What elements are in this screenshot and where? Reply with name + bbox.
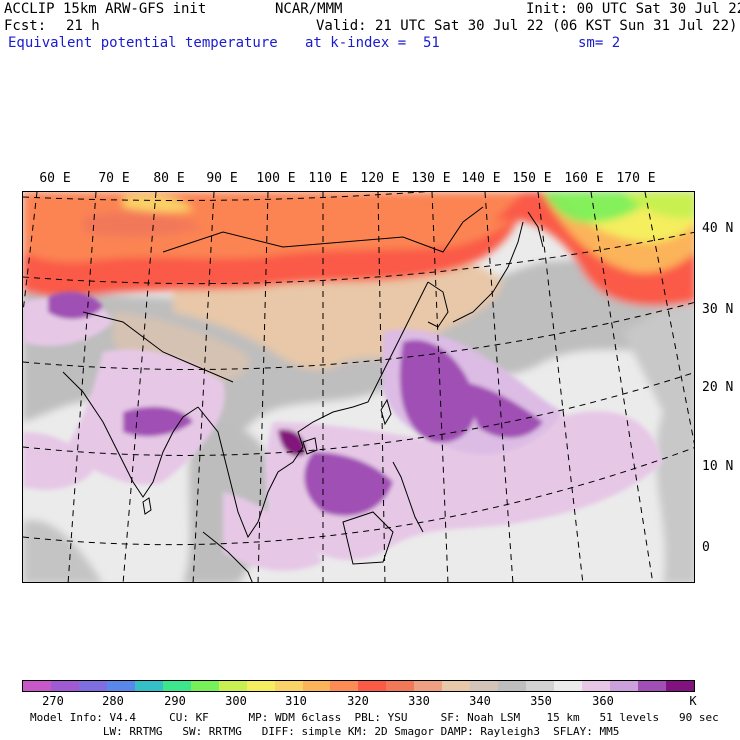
lavender-arabian (23, 432, 93, 490)
colorbar-swatch (106, 681, 135, 691)
colorbar-swatch (50, 681, 79, 691)
philippines (392, 461, 424, 533)
sumatra (202, 531, 253, 582)
colorbar-swatch (190, 681, 219, 691)
colorbar-swatch (442, 681, 471, 691)
border-china-north (162, 206, 484, 253)
high-theta-e-areas (23, 291, 663, 571)
colorbar-unit: K (689, 694, 697, 708)
meridian-60e (23, 192, 38, 313)
smoothing-info: sm= 2 (578, 35, 621, 51)
lat-label: 40 N (702, 221, 734, 236)
colorbar-swatch (610, 681, 638, 691)
lon-label: 70 E (98, 171, 130, 186)
colorbar-swatch (665, 681, 694, 691)
colorbar-tick: 360 (592, 694, 614, 708)
colorbar-tick: 310 (285, 694, 307, 708)
colorbar-tick: 330 (408, 694, 430, 708)
colorbar-tick: 280 (102, 694, 124, 708)
japan-coast (452, 221, 524, 323)
lon-label: 100 E (256, 171, 296, 186)
lon-label: 160 E (564, 171, 604, 186)
level-info: at k-index = 51 (305, 35, 440, 51)
salmon-patch-north (83, 211, 203, 237)
purple-wpac-core (399, 340, 476, 443)
model-info-line2: LW: RRTMG SW: RRTMG DIFF: simple KM: 2D … (30, 725, 620, 738)
init-time: Init: 00 UTC Sat 30 Jul 22 (526, 1, 740, 17)
colorbar-swatch (526, 681, 555, 691)
colorbar-swatch (637, 681, 666, 691)
colorbar-swatch (414, 681, 443, 691)
colorbar-swatch (470, 681, 499, 691)
theta-e-map (22, 191, 695, 583)
taiwan (380, 398, 392, 426)
purple-nw-core (48, 291, 103, 319)
grey-band-east (623, 293, 694, 582)
colorbar-swatch (23, 681, 51, 691)
korea-coast (427, 281, 449, 328)
colorbar-tick: 300 (225, 694, 247, 708)
colorbar-swatch (498, 681, 527, 691)
latlon-grid (23, 192, 694, 582)
model-info-line1: Model Info: V4.4 CU: KF MP: WDM 6class P… (30, 711, 719, 724)
purple-scs-core (304, 452, 393, 516)
colorbar-swatch (330, 681, 359, 691)
india-coast (62, 371, 199, 498)
meridian-170e (644, 192, 694, 445)
borneo (342, 511, 394, 565)
colorbar-tick: 270 (42, 694, 64, 708)
colorbar-swatch (358, 681, 387, 691)
lat-label: 30 N (702, 302, 734, 317)
grey-sw (23, 520, 102, 582)
model-title: ACCLIP 15km ARW-GFS init (4, 1, 207, 17)
colorbar-swatch (386, 681, 415, 691)
colorbar-swatch (554, 681, 583, 691)
field-name: Equivalent potential temperature (8, 35, 278, 51)
lon-label: 140 E (461, 171, 501, 186)
lon-label: 150 E (512, 171, 552, 186)
lavender-scs (265, 411, 663, 561)
center-label: NCAR/MMM (275, 1, 343, 17)
lat-label: 10 N (702, 459, 734, 474)
colorbar-swatch (134, 681, 163, 691)
colorbar (22, 680, 695, 692)
colorbar-tick: 320 (347, 694, 369, 708)
colorbar-tick: 340 (469, 694, 491, 708)
colorbar-swatch (78, 681, 107, 691)
forecast-hour: 21 h (66, 18, 100, 34)
colorbar-swatch (274, 681, 303, 691)
border-himalaya (82, 311, 234, 383)
purple-indochina-core (278, 429, 306, 456)
lon-label: 170 E (616, 171, 656, 186)
colorbar-tick: 350 (530, 694, 552, 708)
sakhalin-coast (527, 211, 544, 248)
yellow-patch-nw (123, 195, 193, 213)
colorbar-swatch (246, 681, 275, 691)
lon-label: 60 E (39, 171, 71, 186)
lime-patch-ne (623, 192, 694, 219)
coastlines (62, 206, 544, 582)
lon-label: 130 E (411, 171, 451, 186)
hainan (302, 437, 318, 455)
lat-label: 20 N (702, 380, 734, 395)
meridian-160e (590, 192, 654, 582)
lon-label: 80 E (153, 171, 185, 186)
lat-label: 0 (702, 540, 710, 555)
parallel-0 (23, 447, 694, 546)
lon-label: 110 E (308, 171, 348, 186)
purple-wpac-tail (463, 382, 543, 438)
colorbar-tick: 290 (164, 694, 186, 708)
colorbar-swatch (582, 681, 611, 691)
lon-label: 120 E (360, 171, 400, 186)
colorbar-swatch (302, 681, 331, 691)
colorbar-swatch (218, 681, 247, 691)
forecast-label: Fcst: (4, 18, 47, 34)
lon-label: 90 E (206, 171, 238, 186)
sri-lanka (142, 497, 152, 515)
valid-time: Valid: 21 UTC Sat 30 Jul 22 (06 KST Sun … (316, 18, 738, 34)
lavender-equatorial (223, 492, 323, 571)
colorbar-swatch (162, 681, 191, 691)
indochina-coast (197, 281, 429, 539)
